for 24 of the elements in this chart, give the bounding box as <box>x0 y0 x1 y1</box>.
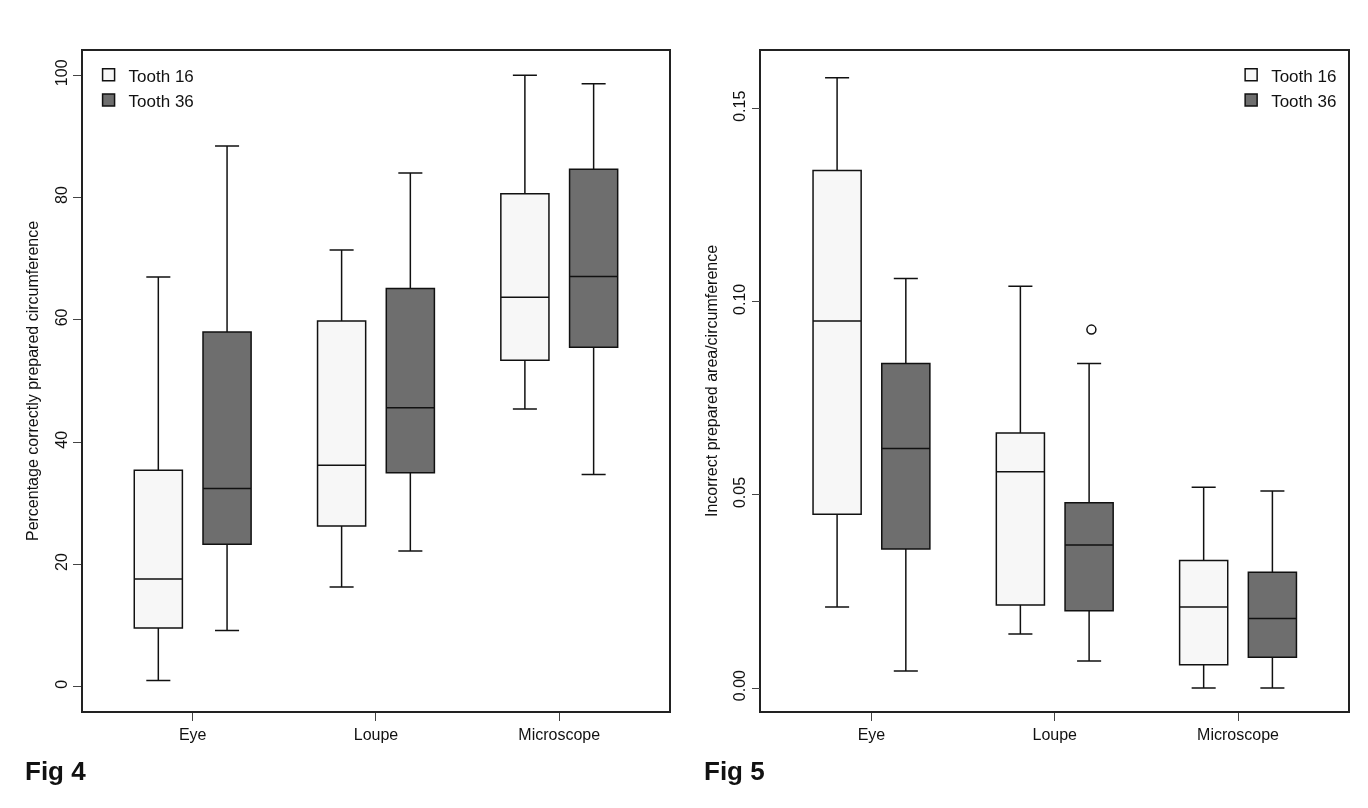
y-tick-label: 0 <box>52 679 70 689</box>
y-tick-label: 80 <box>52 186 70 204</box>
x-tick-label: Eye <box>857 726 886 744</box>
y-axis-title: Incorrect prepared area/circumference <box>702 244 720 518</box>
y-tick-label: 100 <box>52 59 70 87</box>
legend-label: Tooth 36 <box>1271 91 1337 111</box>
text: Fig 4 <box>25 756 87 786</box>
x-tick-label: Loupe <box>353 726 399 744</box>
x-tick-label: Loupe <box>1032 726 1078 744</box>
x-tick-label: Microscope <box>518 726 601 744</box>
x-tick-label: Eye <box>178 726 207 744</box>
y-tick-label: 20 <box>52 553 70 571</box>
legend-label: Tooth 16 <box>1271 66 1337 86</box>
y-tick-label: 0.15 <box>731 90 749 122</box>
y-tick-label: 0.00 <box>731 669 749 702</box>
y-tick-label: 40 <box>52 430 70 449</box>
text: Fig 5 <box>704 756 765 786</box>
legend-label: Tooth 36 <box>128 91 194 111</box>
y-tick-label: 60 <box>52 308 70 327</box>
x-tick-label: Microscope <box>1197 726 1280 744</box>
legend-label: Tooth 16 <box>128 66 194 86</box>
y-tick-label: 0.10 <box>731 283 749 315</box>
y-tick-label: 0.05 <box>731 476 749 509</box>
y-axis-title: Percentage correctly prepared circumference <box>23 220 41 542</box>
